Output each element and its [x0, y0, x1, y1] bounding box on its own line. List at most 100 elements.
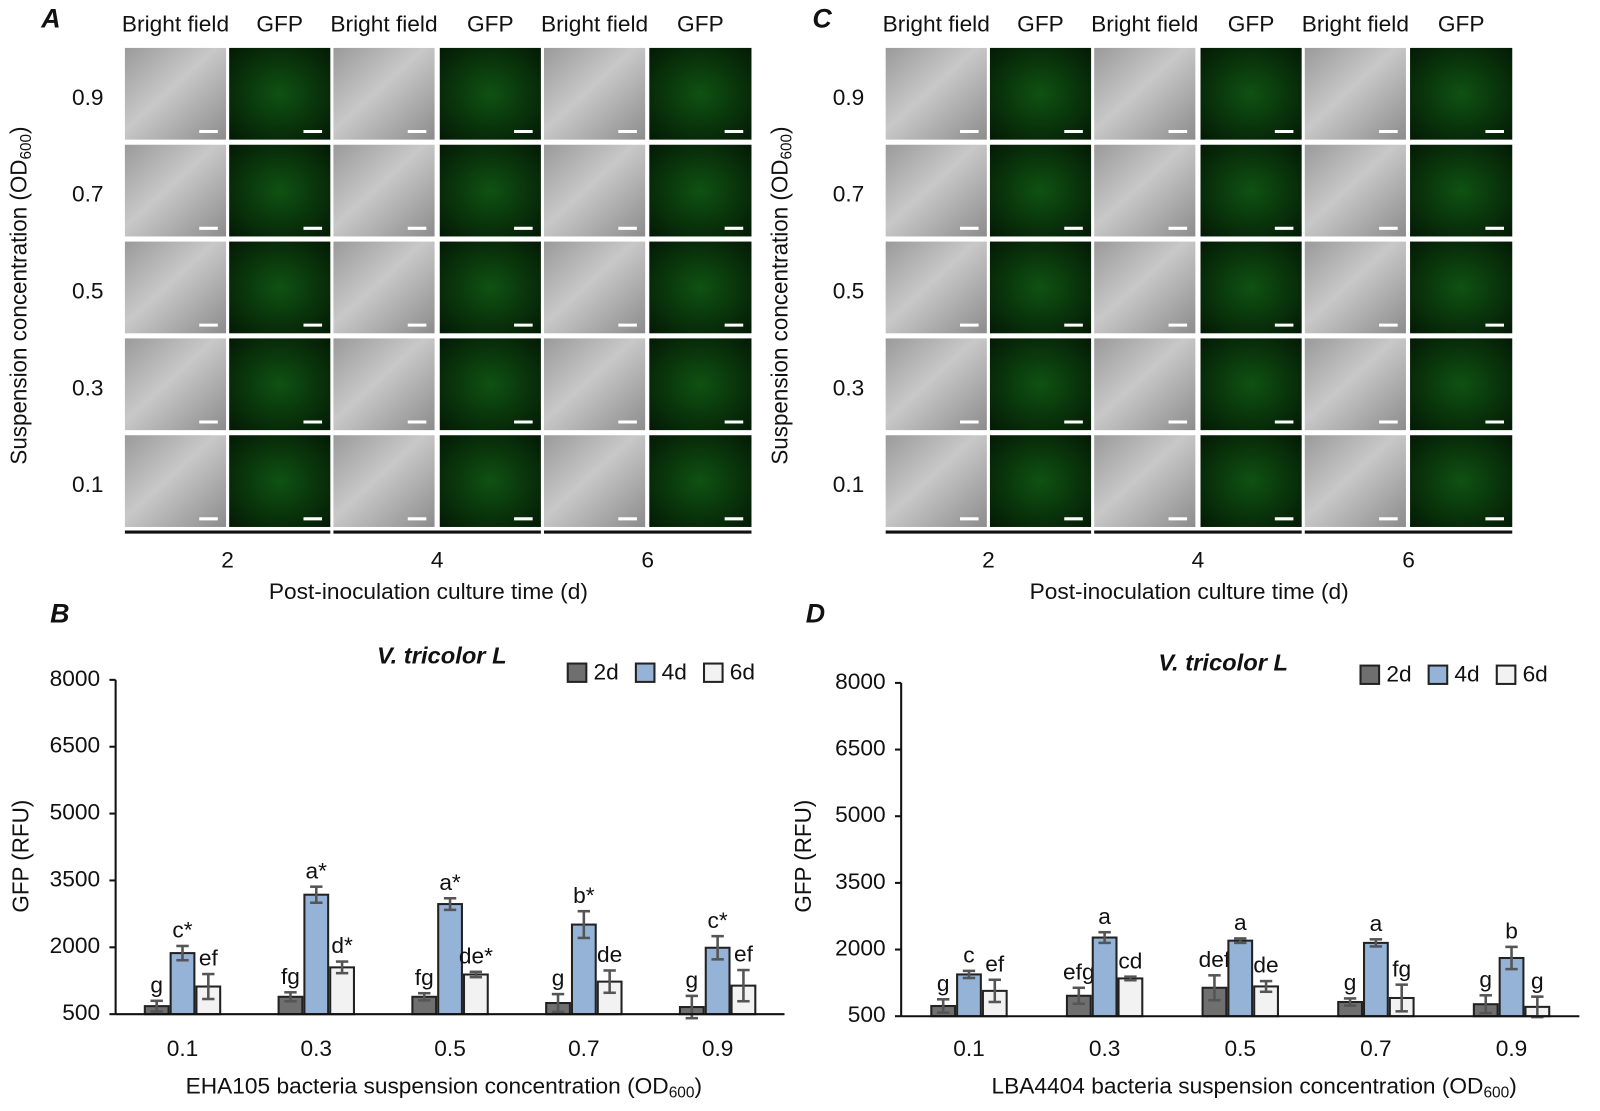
bright-field-image: [333, 144, 435, 237]
error-bar: [1395, 983, 1408, 1013]
error-bar: [1072, 986, 1086, 1006]
error-bar: [418, 991, 431, 1002]
row-label: 0.7: [833, 182, 865, 207]
x-tick-label: 0.9: [702, 1036, 734, 1061]
x-tick-label: 0.5: [1224, 1036, 1256, 1061]
legend-label: 6d: [1523, 662, 1548, 687]
error-bar: [603, 969, 616, 995]
y-axis-label-sub: 600: [18, 134, 35, 159]
x-tick-label: 4: [1192, 548, 1205, 573]
bright-field-image: [885, 144, 987, 237]
x-tick-label: 0.9: [1496, 1036, 1528, 1061]
error-bar: [1234, 937, 1247, 945]
gfp-image: [439, 241, 541, 334]
panel-letter: B: [50, 599, 69, 629]
x-axis-label-sub: 600: [669, 1085, 695, 1102]
error-bar: [1505, 945, 1518, 971]
gfp-image: [229, 241, 331, 334]
significance-letter: a*: [439, 870, 461, 895]
gfp-image: [1200, 338, 1302, 431]
y-axis-label: Suspension concentration (OD600): [767, 127, 795, 465]
x-tick-label: 0.3: [301, 1036, 333, 1061]
bright-field-image: [544, 241, 646, 334]
row-label: 0.5: [72, 279, 104, 304]
y-axis-label-sub: 600: [779, 134, 796, 159]
bar: [956, 973, 982, 1018]
legend-swatch: [1495, 664, 1517, 685]
y-tick-label: 2000: [835, 936, 885, 961]
column-header: Bright field: [122, 12, 229, 37]
y-tick-label: 2000: [50, 933, 100, 958]
significance-letter: cd: [1118, 948, 1142, 973]
bright-field-image: [885, 47, 987, 140]
column-header: Bright field: [541, 12, 648, 37]
bright-field-image: [1304, 241, 1406, 334]
gfp-image: [439, 144, 541, 237]
y-axis-label-end: ): [767, 127, 792, 134]
x-tick-label: 0.5: [434, 1036, 466, 1061]
legend-label: 2d: [594, 660, 619, 685]
significance-letter: a: [1234, 910, 1247, 935]
error-bar: [1369, 938, 1383, 948]
gfp-image: [1410, 338, 1513, 431]
gfp-image: [1200, 241, 1302, 334]
bright-field-image: [885, 338, 987, 431]
bar: [169, 952, 196, 1016]
significance-letter: g: [1531, 968, 1544, 993]
y-tick-label: 6500: [50, 733, 100, 758]
gfp-image: [1200, 144, 1302, 237]
column-header: Bright field: [1091, 12, 1198, 37]
gfp-image: [229, 144, 331, 237]
bright-field-image: [124, 144, 227, 237]
gfp-image: [989, 435, 1092, 527]
x-axis-label-end: ): [1509, 1074, 1517, 1099]
legend-label: 2d: [1386, 662, 1411, 687]
significance-letter: de*: [459, 944, 493, 969]
chart-title: V. tricolor L: [377, 643, 507, 669]
x-axis-label: EHA105 bacteria suspension concentration…: [186, 1074, 702, 1102]
significance-letter: de: [1253, 953, 1278, 978]
bar: [303, 893, 330, 1016]
significance-letter: c: [963, 943, 974, 968]
bright-field-image: [1304, 338, 1406, 431]
gfp-image: [1410, 47, 1513, 140]
x-tick-label: 0.3: [1089, 1036, 1121, 1061]
x-axis-label: Post-inoculation culture time (d): [1030, 579, 1349, 604]
error-bar: [310, 885, 323, 905]
error-bar: [1343, 997, 1357, 1007]
gfp-image: [1410, 144, 1513, 237]
significance-letter: de: [597, 942, 622, 967]
column-header: GFP: [1228, 12, 1275, 37]
bright-field-image: [124, 241, 227, 334]
legend-label: 4d: [1454, 662, 1479, 687]
x-axis-label: Post-inoculation culture time (d): [269, 579, 588, 604]
significance-letter: ef: [199, 946, 219, 971]
gfp-image: [989, 144, 1092, 237]
significance-letter: fg: [415, 965, 434, 990]
chart-title: V. tricolor L: [1158, 650, 1288, 676]
row-label: 0.9: [833, 85, 865, 110]
error-bar: [962, 969, 976, 980]
error-bar: [551, 992, 565, 1014]
gfp-image: [1200, 47, 1302, 140]
bright-field-image: [1094, 435, 1196, 527]
gfp-image: [1410, 241, 1513, 334]
bright-field-image: [124, 435, 227, 527]
bar: [462, 973, 489, 1016]
gfp-image: [229, 435, 331, 527]
significance-letter: a: [1098, 904, 1111, 929]
gfp-image: [439, 338, 541, 431]
panel-letter: C: [812, 4, 832, 34]
column-header: GFP: [677, 12, 724, 37]
bright-field-image: [544, 435, 646, 527]
error-bar: [1479, 994, 1492, 1015]
legend-label: 4d: [662, 660, 687, 685]
bright-field-image: [333, 435, 435, 527]
row-label: 0.1: [833, 472, 865, 497]
y-axis-label: GFP (RFU): [9, 800, 34, 913]
y-tick-label: 3500: [835, 869, 885, 894]
column-header: Bright field: [330, 12, 437, 37]
significance-letter: fg: [281, 964, 300, 989]
